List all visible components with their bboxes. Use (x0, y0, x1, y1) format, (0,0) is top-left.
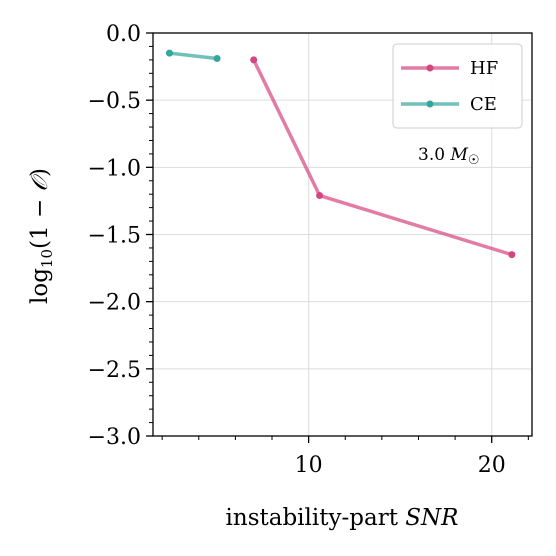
legend-box (392, 43, 523, 129)
data-point-hf-2 (508, 251, 516, 259)
y-tick-label-3: −1.5 (88, 224, 141, 249)
x-tick-label-0: 10 (295, 453, 323, 478)
y-tick-label-1: −0.5 (88, 89, 141, 114)
legend-ce-marker (426, 100, 434, 108)
series-line-ce (169, 51, 218, 61)
legend-hf-marker (426, 64, 434, 72)
data-point-ce-0 (165, 49, 173, 57)
data-point-hf-0 (250, 56, 258, 64)
legend-label-hf: HF (470, 58, 498, 79)
data-point-ce-1 (213, 55, 221, 63)
mass-annotation: 3.0 M☉ (418, 145, 480, 168)
ticks: 0.0 −0.5 −1.0 −1.5 −2.0 −2.5 −3.0 10 20 (88, 22, 529, 478)
legend-label-ce: CE (470, 94, 497, 115)
y-tick-label-0: 0.0 (106, 22, 141, 47)
x-axis-title: instability-part SNR (226, 505, 459, 531)
y-tick-label-5: −2.5 (88, 358, 141, 383)
y-tick-label-2: −1.0 (88, 156, 141, 181)
legend: HF CE (392, 43, 523, 129)
series-layer (165, 49, 516, 259)
data-point-hf-1 (316, 192, 324, 200)
y-tick-label-6: −3.0 (88, 425, 141, 450)
y-axis-title: log10(1 − 𝒪) (27, 168, 56, 304)
y-tick-label-4: −2.0 (88, 291, 141, 316)
x-tick-label-1: 20 (478, 453, 506, 478)
